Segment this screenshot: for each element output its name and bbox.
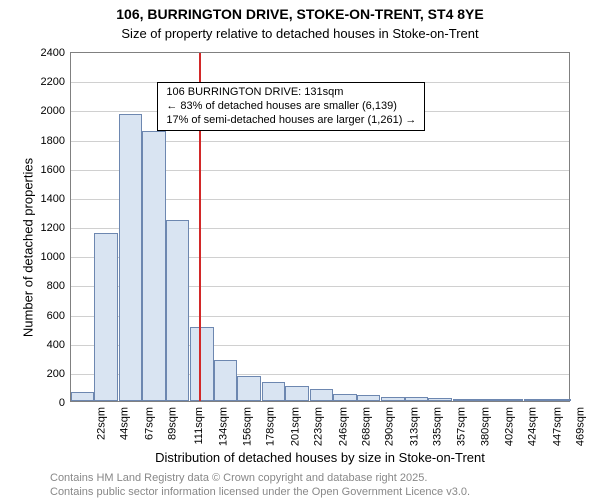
xtick-label: 357sqm — [455, 407, 467, 446]
ytick-label: 1000 — [41, 251, 65, 263]
histogram-bar — [500, 399, 523, 401]
xtick-label: 67sqm — [143, 407, 155, 440]
ytick-label: 1800 — [41, 135, 65, 147]
histogram-bar — [524, 399, 547, 401]
annotation-box: 106 BURRINGTON DRIVE: 131sqm← 83% of det… — [157, 82, 425, 131]
annotation-line-3: 17% of semi-detached houses are larger (… — [166, 114, 416, 128]
plot-area: 0200400600800100012001400160018002000220… — [70, 52, 570, 402]
ytick-label: 0 — [59, 397, 65, 409]
xtick-label: 335sqm — [432, 407, 444, 446]
histogram-bar — [166, 220, 189, 401]
histogram-bar — [428, 398, 451, 401]
xtick-label: 156sqm — [241, 407, 253, 446]
ytick-label: 200 — [47, 368, 65, 380]
histogram-bar — [214, 360, 237, 401]
histogram-bar — [285, 386, 308, 401]
histogram-bar — [333, 394, 356, 401]
histogram-bar — [262, 382, 285, 401]
histogram-bar — [94, 233, 117, 401]
xtick-label: 469sqm — [575, 407, 587, 446]
xtick-label: 424sqm — [527, 407, 539, 446]
xtick-label: 402sqm — [503, 407, 515, 446]
ytick-label: 2000 — [41, 105, 65, 117]
ytick-label: 800 — [47, 280, 65, 292]
xtick-label: 178sqm — [265, 407, 277, 446]
footer-line-2: Contains public sector information licen… — [50, 486, 470, 500]
histogram-bar — [453, 399, 476, 401]
histogram-bar — [71, 392, 94, 401]
histogram-bar — [119, 114, 142, 401]
histogram-bar — [142, 131, 165, 401]
xtick-label: 223sqm — [313, 407, 325, 446]
ytick-label: 400 — [47, 339, 65, 351]
xtick-label: 268sqm — [361, 407, 373, 446]
annotation-line-1: 106 BURRINGTON DRIVE: 131sqm — [166, 86, 416, 100]
xtick-label: 89sqm — [167, 407, 179, 440]
histogram-bar — [476, 399, 499, 401]
footer-line-1: Contains HM Land Registry data © Crown c… — [50, 472, 470, 486]
histogram-bar — [548, 399, 571, 401]
histogram-bar — [405, 397, 428, 401]
ytick-label: 1200 — [41, 222, 65, 234]
xtick-label: 380sqm — [480, 407, 492, 446]
xtick-label: 290sqm — [384, 407, 396, 446]
x-axis-label: Distribution of detached houses by size … — [70, 450, 570, 465]
histogram-bar — [357, 395, 380, 401]
ytick-label: 2200 — [41, 76, 65, 88]
ytick-label: 1600 — [41, 164, 65, 176]
histogram-bar — [310, 389, 333, 401]
ytick-label: 1400 — [41, 193, 65, 205]
ytick-label: 2400 — [41, 47, 65, 59]
footer-attribution: Contains HM Land Registry data © Crown c… — [50, 472, 470, 500]
histogram-bar — [381, 397, 404, 401]
y-axis-label: Number of detached properties — [21, 128, 36, 368]
xtick-label: 201sqm — [289, 407, 301, 446]
xtick-label: 44sqm — [119, 407, 131, 440]
annotation-line-2: ← 83% of detached houses are smaller (6,… — [166, 100, 416, 114]
chart-subtitle: Size of property relative to detached ho… — [0, 26, 600, 41]
chart-title: 106, BURRINGTON DRIVE, STOKE-ON-TRENT, S… — [0, 6, 600, 22]
histogram-bar — [237, 376, 260, 401]
histogram-bar — [190, 327, 213, 401]
xtick-label: 313sqm — [409, 407, 421, 446]
xtick-label: 22sqm — [95, 407, 107, 440]
xtick-label: 447sqm — [551, 407, 563, 446]
xtick-label: 246sqm — [337, 407, 349, 446]
ytick-label: 600 — [47, 310, 65, 322]
xtick-label: 111sqm — [192, 407, 204, 445]
xtick-label: 134sqm — [218, 407, 230, 446]
